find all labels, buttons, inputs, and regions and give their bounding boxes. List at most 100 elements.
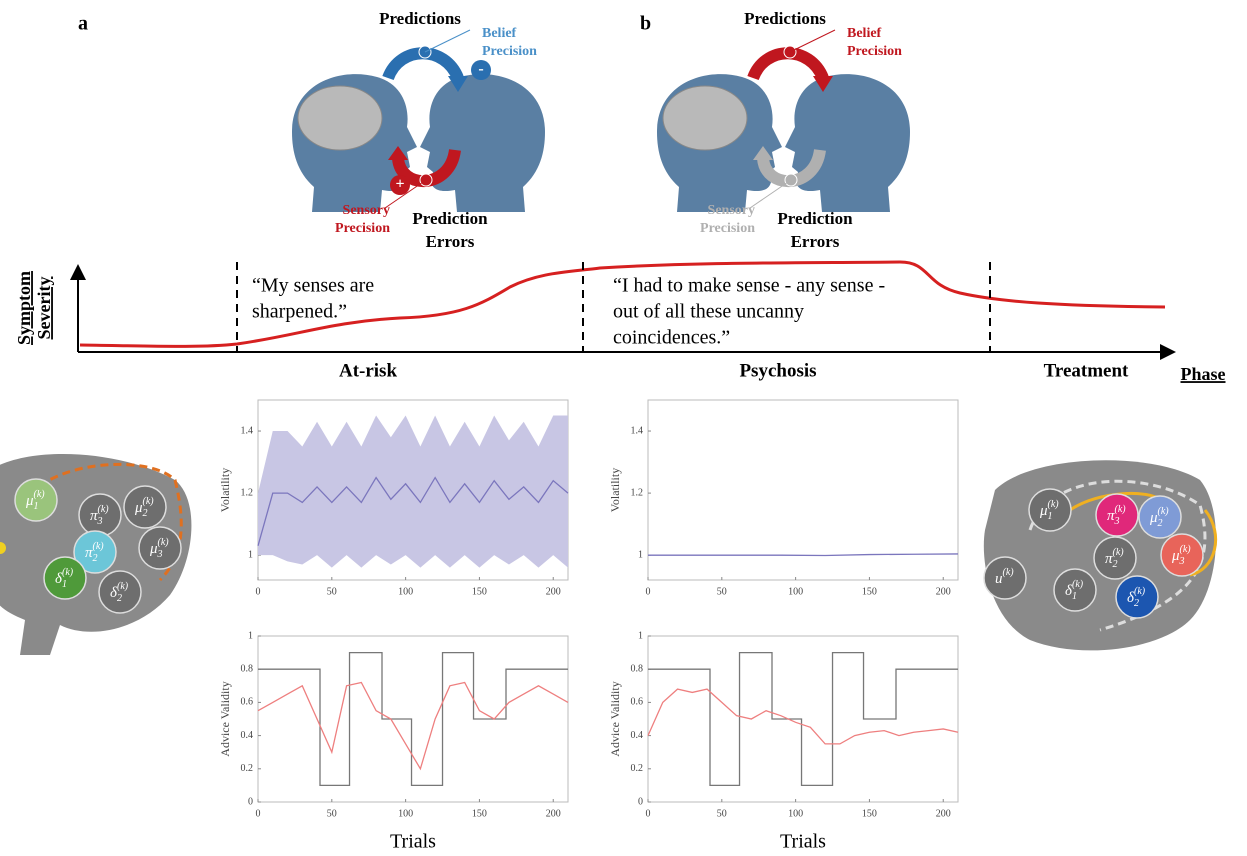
x-tick-label: 150 (862, 808, 877, 819)
x-tick-label: 0 (256, 586, 261, 597)
y-tick-label: 0.4 (241, 730, 254, 741)
y-tick-label: 0.6 (241, 697, 254, 708)
x-tick-label: 100 (788, 586, 803, 597)
x-tick-label: 100 (398, 808, 413, 819)
y-tick-label: 0.8 (241, 663, 254, 674)
quote: “My senses are (252, 275, 374, 297)
x-axis-label: Trials (390, 831, 436, 853)
y-tick-label: 1.2 (241, 487, 254, 498)
node-label-part: (k) (1072, 579, 1084, 590)
quote: out of all these uncanny (613, 301, 804, 323)
sensory-precision: Sensory (708, 203, 755, 218)
y-tick-label: 1.2 (631, 487, 644, 498)
sign-label: - (478, 61, 483, 78)
node-label-part: (k) (1180, 544, 1192, 555)
y-tick-label: 0.2 (631, 763, 644, 774)
x-tick-label: 100 (788, 808, 803, 819)
node-label-part: 3 (157, 549, 163, 560)
x-axis-label: Phase (1181, 364, 1226, 384)
diagram-label: Errors (791, 232, 840, 251)
x-tick-label: 0 (646, 586, 651, 597)
node-label-part: (k) (1115, 504, 1127, 515)
y-tick-label: 1.4 (631, 425, 644, 436)
x-axis-label: Trials (780, 831, 826, 853)
x-tick-label: 200 (936, 586, 951, 597)
x-tick-label: 150 (862, 586, 877, 597)
y-axis-label: Advice Validity (218, 681, 232, 756)
node-label-part: u (995, 571, 1003, 587)
line-series (258, 682, 568, 768)
quote: coincidences.” (613, 327, 730, 349)
diagram-label: Prediction (412, 209, 488, 228)
node-label-part: (k) (1158, 506, 1170, 517)
pointer (790, 30, 835, 52)
x-tick-label: 50 (717, 808, 727, 819)
y-axis-label: Severity (34, 277, 54, 340)
node-label-part: 2 (117, 593, 122, 604)
node-label-part: (k) (143, 496, 155, 507)
x-tick-label: 0 (256, 808, 261, 819)
y-axis-label: Advice Validity (608, 681, 622, 756)
y-tick-label: 1 (248, 630, 253, 641)
plot-frame (648, 400, 958, 580)
y-tick-label: 0.4 (631, 730, 644, 741)
y-axis-label: Symptom (14, 271, 34, 345)
line-series (258, 653, 568, 786)
diagram-label: Predictions (379, 9, 461, 28)
node-label-part: (k) (62, 567, 74, 578)
phase-label: Treatment (1044, 360, 1129, 381)
y-tick-label: 1.4 (241, 425, 254, 436)
node-label-part: (k) (34, 489, 46, 500)
x-tick-label: 50 (327, 808, 337, 819)
belief-precision: Belief (847, 26, 882, 41)
node-label-part: 3 (1114, 516, 1120, 527)
node-label-part: (k) (93, 541, 105, 552)
x-tick-label: 200 (936, 808, 951, 819)
head (420, 74, 545, 212)
diagram-label: Prediction (777, 209, 853, 228)
diagram-label: Predictions (744, 9, 826, 28)
node-label-part: 2 (1134, 598, 1139, 609)
y-tick-label: 1 (638, 630, 643, 641)
node-label-part: 2 (1158, 518, 1163, 529)
node-label-part: 1 (34, 501, 39, 512)
belief-precision: Precision (847, 44, 902, 59)
sensory-precision: Sensory (343, 203, 390, 218)
node-label-part: 2 (1113, 559, 1118, 570)
x-tick-label: 0 (646, 808, 651, 819)
node-label-part: 1 (1072, 591, 1077, 602)
line-series (648, 554, 958, 556)
head (785, 74, 910, 212)
belief-precision: Precision (482, 44, 537, 59)
node-label-part: (k) (158, 537, 170, 548)
x-tick-label: 100 (398, 586, 413, 597)
plot-frame (258, 636, 568, 802)
x-tick-label: 200 (546, 586, 561, 597)
uncertainty-band (258, 416, 568, 568)
y-tick-label: 0.6 (631, 697, 644, 708)
quote: sharpened.” (252, 301, 347, 323)
y-tick-label: 0.2 (241, 763, 254, 774)
quote: “I had to make sense - any sense - (613, 275, 885, 297)
node-label-part: 3 (1179, 556, 1185, 567)
node-label-part: (k) (117, 581, 129, 592)
y-tick-label: 0 (248, 796, 253, 807)
panel-label: a (78, 13, 88, 35)
x-tick-label: 50 (717, 586, 727, 597)
belief-precision: Belief (482, 26, 517, 41)
y-axis-label: Volatility (608, 468, 622, 512)
x-tick-label: 50 (327, 586, 337, 597)
pointer (425, 30, 470, 52)
line-series (648, 653, 958, 786)
x-tick-label: 200 (546, 808, 561, 819)
node-label-part: (k) (1134, 586, 1146, 597)
sign-label: + (395, 176, 404, 193)
y-tick-label: 0.8 (631, 663, 644, 674)
x-tick-label: 150 (472, 586, 487, 597)
y-tick-label: 1 (248, 549, 253, 560)
node-label-part: 2 (93, 553, 98, 564)
node-label-part: 1 (1048, 511, 1053, 522)
node-label-part: (k) (1113, 547, 1125, 558)
phase-label: At-risk (339, 360, 397, 381)
sensory-precision: Precision (700, 221, 755, 236)
